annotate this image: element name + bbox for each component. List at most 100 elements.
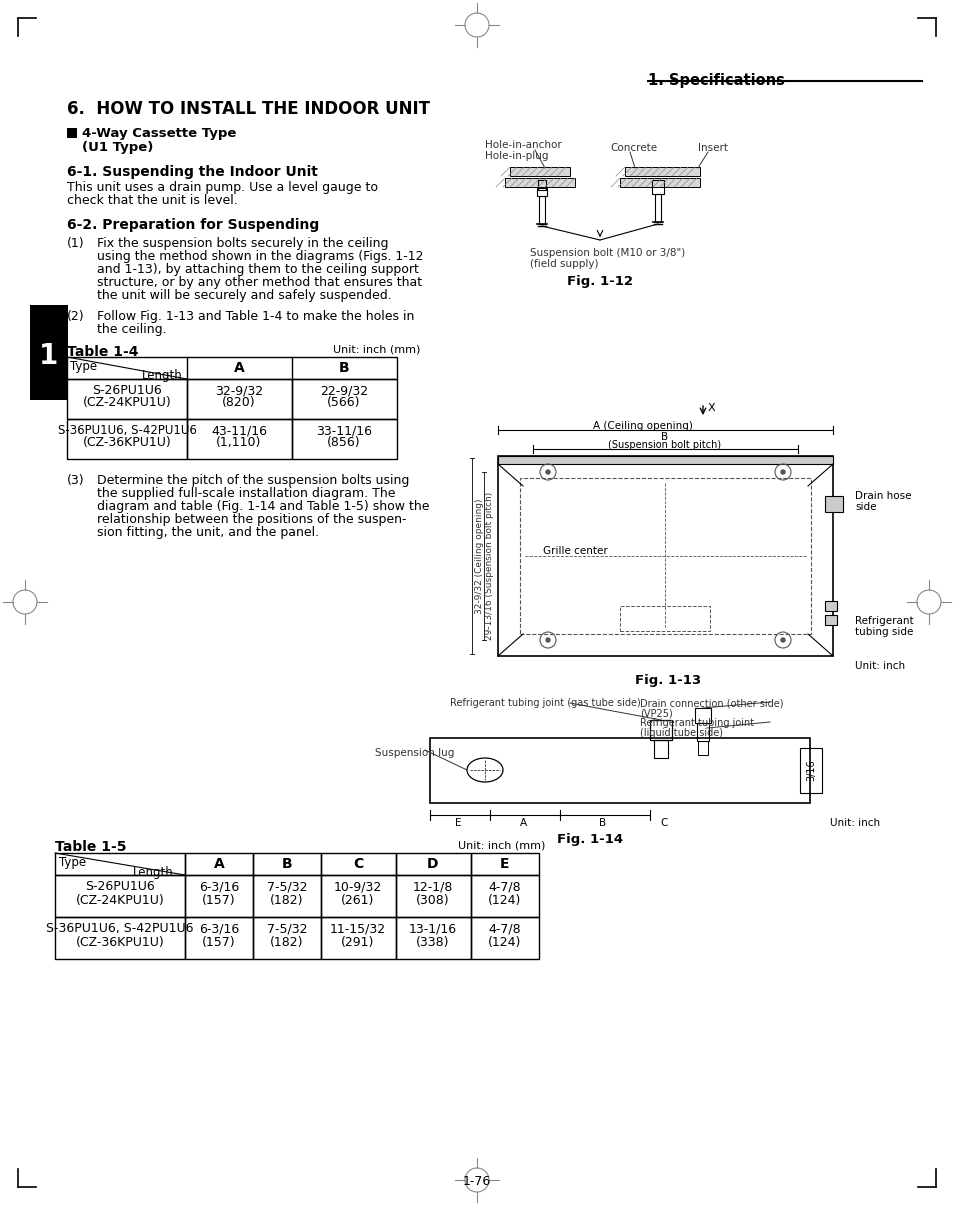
Bar [510, 167, 569, 176]
Text: (field supply): (field supply) [530, 259, 598, 269]
Text: A: A [213, 857, 224, 871]
Text: the ceiling.: the ceiling. [97, 323, 167, 336]
Text: A: A [233, 362, 244, 375]
Bar [395, 875, 471, 917]
Text: Type: Type [70, 360, 97, 374]
Bar [519, 478, 810, 634]
Bar [824, 496, 842, 512]
Bar [471, 917, 538, 959]
Bar [185, 875, 253, 917]
Text: the supplied full-scale installation diagram. The: the supplied full-scale installation dia… [97, 487, 395, 500]
Bar [471, 853, 538, 875]
Text: B: B [660, 433, 668, 442]
Text: (124): (124) [488, 936, 521, 950]
Text: A (Ceiling opening): A (Ceiling opening) [593, 421, 692, 431]
Bar [497, 455, 832, 464]
Text: 3/16: 3/16 [805, 759, 815, 781]
Text: using the method shown in the diagrams (Figs. 1-12: using the method shown in the diagrams (… [97, 249, 423, 263]
Text: Insert: Insert [698, 143, 727, 153]
Text: (182): (182) [270, 894, 303, 907]
Bar [395, 853, 471, 875]
Bar [67, 380, 187, 419]
Text: Suspension lug: Suspension lug [375, 748, 454, 758]
Bar [55, 875, 185, 917]
Bar [292, 419, 396, 459]
Text: Length: Length [142, 369, 183, 382]
Text: Fig. 1-14: Fig. 1-14 [557, 833, 622, 846]
Bar [695, 709, 710, 723]
Text: side: side [854, 502, 876, 512]
Text: 4-7/8: 4-7/8 [488, 922, 520, 935]
Bar [698, 741, 707, 756]
Text: 29-13/16 (Suspension bolt pitch): 29-13/16 (Suspension bolt pitch) [485, 492, 494, 640]
Circle shape [781, 470, 784, 474]
Bar [185, 853, 253, 875]
Text: E: E [499, 857, 509, 871]
Text: 22-9/32: 22-9/32 [319, 384, 368, 396]
Text: (856): (856) [327, 436, 360, 449]
Text: Unit: inch (mm): Unit: inch (mm) [333, 345, 419, 355]
Circle shape [545, 637, 550, 642]
Text: 6-3/16: 6-3/16 [198, 880, 239, 893]
Text: B: B [598, 818, 606, 828]
Text: (1,110): (1,110) [216, 436, 261, 449]
Text: 6-1. Suspending the Indoor Unit: 6-1. Suspending the Indoor Unit [67, 165, 317, 180]
Bar [824, 601, 836, 611]
Bar [504, 178, 575, 187]
Text: 7-5/32: 7-5/32 [267, 922, 307, 935]
Bar [697, 723, 708, 741]
Text: (566): (566) [327, 396, 360, 408]
Text: (182): (182) [270, 936, 303, 950]
Text: (291): (291) [341, 936, 375, 950]
Text: 1. Specifications: 1. Specifications [647, 74, 784, 88]
Bar [619, 178, 700, 187]
Bar [430, 737, 809, 803]
Text: 12-1/8: 12-1/8 [413, 880, 453, 893]
Text: 4-Way Cassette Type: 4-Way Cassette Type [82, 127, 236, 140]
Text: relationship between the positions of the suspen-: relationship between the positions of th… [97, 513, 406, 527]
Text: 11-15/32: 11-15/32 [330, 922, 386, 935]
Bar [655, 194, 660, 222]
Text: A: A [518, 818, 526, 828]
Text: S-26PU1U6: S-26PU1U6 [85, 880, 154, 893]
Bar [497, 455, 832, 464]
Text: C: C [659, 818, 667, 828]
Text: the unit will be securely and safely suspended.: the unit will be securely and safely sus… [97, 289, 392, 302]
Bar [538, 196, 544, 224]
Text: and 1-13), by attaching them to the ceiling support: and 1-13), by attaching them to the ceil… [97, 263, 418, 276]
Text: B: B [281, 857, 292, 871]
Text: Follow Fig. 1-13 and Table 1-4 to make the holes in: Follow Fig. 1-13 and Table 1-4 to make t… [97, 310, 414, 323]
Text: tubing side: tubing side [854, 627, 912, 637]
Text: 33-11/16: 33-11/16 [315, 424, 372, 437]
Text: Refrigerant tubing joint (gas tube side): Refrigerant tubing joint (gas tube side) [450, 698, 640, 709]
Text: Unit: inch: Unit: inch [854, 662, 904, 671]
Bar [320, 853, 395, 875]
Bar [624, 167, 700, 176]
Text: 6-3/16: 6-3/16 [198, 922, 239, 935]
Text: 6.  HOW TO INSTALL THE INDOOR UNIT: 6. HOW TO INSTALL THE INDOOR UNIT [67, 100, 430, 118]
Bar [471, 875, 538, 917]
Text: Grille center: Grille center [542, 546, 607, 556]
Text: 4-7/8: 4-7/8 [488, 880, 520, 893]
Bar [67, 357, 396, 380]
Text: Refrigerant tubing joint: Refrigerant tubing joint [639, 718, 753, 728]
Bar [619, 178, 700, 187]
Text: Unit: inch (mm): Unit: inch (mm) [457, 840, 544, 850]
Text: This unit uses a drain pump. Use a level gauge to: This unit uses a drain pump. Use a level… [67, 181, 377, 194]
Bar [253, 917, 320, 959]
Bar [824, 601, 836, 611]
Text: Fix the suspension bolts securely in the ceiling: Fix the suspension bolts securely in the… [97, 237, 388, 249]
Text: (VP25): (VP25) [639, 709, 672, 718]
Text: Fig. 1-13: Fig. 1-13 [635, 674, 700, 687]
Text: (liquid tube side): (liquid tube side) [639, 728, 722, 737]
Bar [537, 180, 545, 190]
Bar [67, 419, 187, 459]
Text: Hole-in-plug: Hole-in-plug [484, 151, 548, 161]
Text: C: C [353, 857, 363, 871]
Text: (261): (261) [341, 894, 375, 907]
Text: 43-11/16: 43-11/16 [211, 424, 267, 437]
Text: X: X [707, 402, 715, 413]
Bar [30, 305, 68, 400]
Text: (2): (2) [67, 310, 85, 323]
Bar [510, 167, 569, 176]
